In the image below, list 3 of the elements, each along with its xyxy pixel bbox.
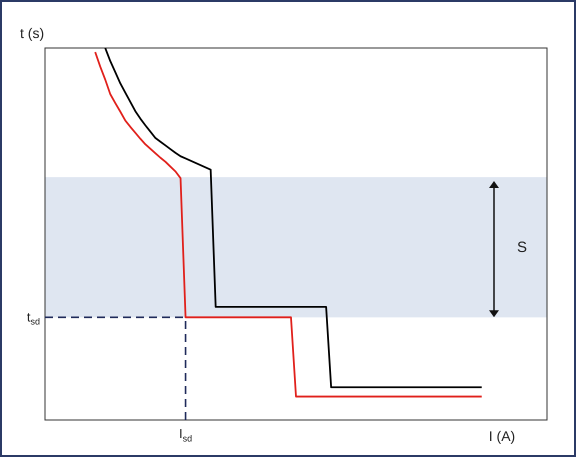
x-axis-title: I (A) <box>488 428 516 444</box>
band-label: S <box>517 239 528 256</box>
y-axis-title: t (s) <box>20 25 44 41</box>
